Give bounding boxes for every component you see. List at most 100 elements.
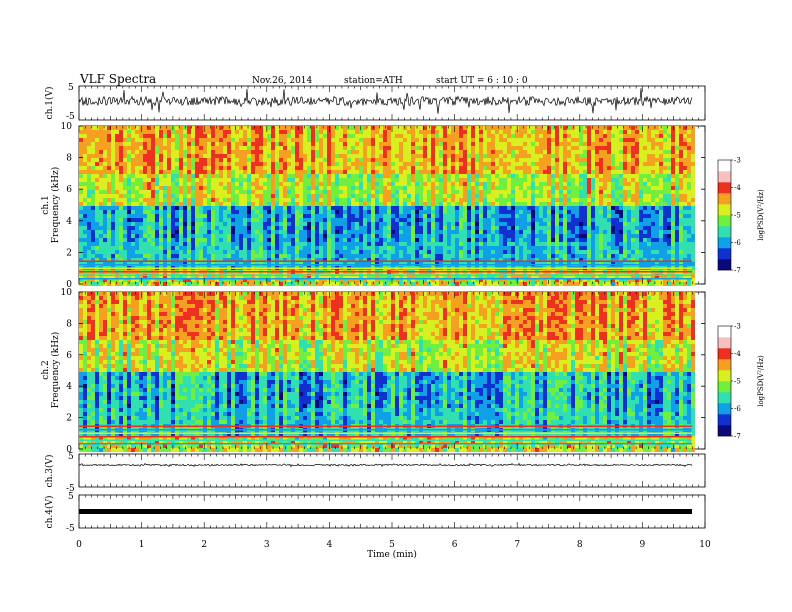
spectrogram-cell: [479, 250, 483, 254]
spectrogram-cell: [367, 282, 371, 286]
spectrogram-cell: [691, 282, 695, 286]
spectrogram-cell: [331, 304, 343, 308]
spectrogram-cell: [123, 246, 139, 250]
spectrogram-cell: [511, 292, 515, 296]
spectrogram-cell: [667, 234, 671, 238]
spectrogram-cell: [99, 174, 103, 178]
spectrogram-cell: [527, 130, 531, 134]
spectrogram-cell: [287, 178, 295, 182]
spectrogram-cell: [547, 174, 551, 178]
spectrogram-cell: [483, 138, 491, 142]
spectrogram-cell: [379, 254, 383, 258]
spectrogram-cell: [163, 190, 167, 194]
spectrogram-cell: [115, 178, 119, 182]
spectrogram-cell: [563, 242, 567, 246]
spectrogram-cell: [295, 190, 303, 194]
spectrogram-cell: [679, 278, 687, 282]
spectrogram-cell: [375, 242, 383, 246]
spectrogram-cell: [239, 194, 247, 198]
spectrogram-cell: [379, 218, 383, 222]
spectrogram-cell: [275, 282, 279, 286]
spectrogram-cell: [107, 308, 111, 312]
spectrogram-cell: [235, 246, 239, 250]
spectrogram-cell: [439, 282, 447, 286]
spectrogram-cell: [635, 226, 643, 230]
spectrogram-cell: [283, 190, 287, 194]
spectrogram-cell: [375, 202, 379, 206]
spectrogram-cell: [87, 292, 95, 296]
spectrogram-cell: [331, 130, 335, 134]
spectrogram-cell: [179, 194, 183, 198]
spectrogram-cell: [151, 308, 159, 312]
spectrogram-cell: [423, 126, 427, 130]
spectrogram-cell: [443, 162, 447, 166]
spectrogram-cell: [627, 130, 631, 134]
spectrogram-cell: [143, 142, 147, 146]
spectrogram-cell: [691, 130, 695, 134]
spectrogram-cell: [475, 230, 479, 234]
spectrogram-cell: [239, 234, 243, 238]
spectrogram-cell: [163, 214, 167, 218]
spectrogram-cell: [575, 158, 587, 162]
spectrogram-cell: [127, 182, 131, 186]
spectrogram-cell: [623, 138, 635, 142]
spectrogram-cell: [271, 210, 275, 214]
spectrogram-cell: [655, 282, 663, 286]
spectrogram-cell: [271, 170, 275, 174]
spectrogram-cell: [431, 258, 435, 262]
spectrogram-cell: [359, 142, 363, 146]
spectrogram-cell: [131, 278, 139, 282]
spectrogram-cell: [271, 194, 275, 198]
spectrogram-cell: [375, 194, 379, 198]
spectrogram-cell: [411, 142, 415, 146]
spectrogram-cell: [423, 246, 427, 250]
spectrogram-cell: [691, 292, 695, 296]
spectrogram-cell: [291, 154, 295, 158]
spectrogram-cell: [587, 142, 591, 146]
spectrogram-cell: [647, 154, 655, 158]
spectrogram-cell: [135, 166, 143, 170]
spectrogram-cell: [111, 182, 115, 186]
spectrogram-cell: [503, 194, 507, 198]
spectrogram-cell: [315, 282, 323, 286]
spectrogram-cell: [627, 300, 635, 304]
spectrogram-cell: [295, 300, 299, 304]
spectrogram-cell: [499, 194, 503, 198]
spectrogram-cell: [451, 162, 455, 166]
spectrogram-cell: [439, 206, 443, 210]
spectrogram-cell: [631, 158, 635, 162]
spectrogram-cell: [191, 202, 195, 206]
spectrogram-cell: [275, 162, 279, 166]
spectrogram-cell: [459, 190, 463, 194]
spectrogram-cell: [535, 282, 539, 286]
spectrogram-cell: [563, 182, 567, 186]
spectrogram-cell: [447, 210, 455, 214]
spectrogram-cell: [623, 218, 627, 222]
spectrogram-cell: [379, 226, 383, 230]
spectrogram-cell: [383, 194, 391, 198]
spectrogram-cell: [603, 134, 607, 138]
spectrogram-cell: [399, 166, 407, 170]
spectrogram-cell: [239, 130, 243, 134]
spectrogram-cell: [679, 222, 695, 226]
spectrogram-cell: [391, 126, 403, 130]
spectrogram-cell: [579, 138, 583, 142]
spectrogram-cell: [271, 246, 275, 250]
spectrogram-cell: [691, 206, 695, 210]
spectrogram-cell: [603, 278, 607, 282]
spectrogram-cell: [223, 170, 227, 174]
spectrogram-cell: [247, 198, 251, 202]
spectrogram-cell: [199, 210, 203, 214]
spectrogram-cell: [611, 126, 623, 130]
spectrogram-cell: [83, 246, 91, 250]
spectrogram-cell: [159, 258, 163, 262]
spectrogram-cell: [155, 154, 159, 158]
spectrogram-cell: [111, 296, 115, 300]
spectrogram-cell: [215, 214, 219, 218]
spectrogram-cell: [363, 198, 367, 202]
spectrogram-cell: [179, 226, 183, 230]
spectrogram-cell: [371, 218, 375, 222]
spectrogram-cell: [595, 206, 603, 210]
spectrogram-cell: [219, 206, 227, 210]
spectrogram-cell: [167, 282, 171, 286]
